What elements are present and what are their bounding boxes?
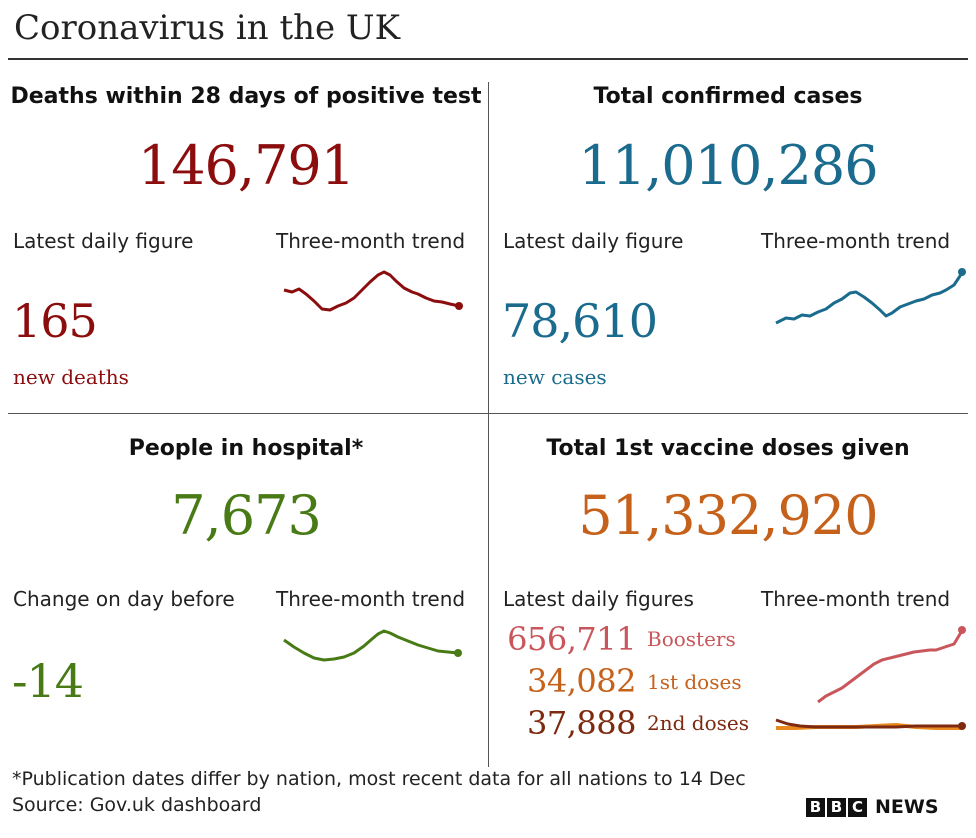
source-text: Source: Gov.uk dashboard xyxy=(12,794,262,816)
deaths-title: Deaths within 28 days of positive test xyxy=(10,84,482,109)
vertical-divider xyxy=(488,82,489,767)
bbc-news-logo: B B C NEWS xyxy=(806,796,939,818)
bbc-logo-letter: B xyxy=(806,797,825,817)
second-doses-trend-endpoint xyxy=(958,722,966,730)
cases-daily-label: Latest daily figure xyxy=(503,229,684,253)
hospital-trend-label: Three-month trend xyxy=(276,587,466,611)
deaths-trend-endpoint xyxy=(455,302,463,310)
first-doses-label: 1st doses xyxy=(647,670,742,694)
hospital-trend-endpoint xyxy=(454,649,462,657)
cases-trend-endpoint xyxy=(958,268,966,276)
vaccines-title: Total 1st vaccine doses given xyxy=(546,436,910,461)
deaths-total: 146,791 xyxy=(137,134,355,197)
deaths-trend-line xyxy=(283,270,460,312)
cases-trend-sparkline xyxy=(775,268,966,325)
vaccines-trend-sparkline xyxy=(775,626,966,730)
boosters-trend-line xyxy=(817,629,964,704)
deaths-daily-label: Latest daily figure xyxy=(13,229,194,253)
cases-title: Total confirmed cases xyxy=(593,84,863,109)
horizontal-divider xyxy=(8,413,968,414)
hospital-trend-sparkline xyxy=(283,629,462,662)
hospital-change-label: Change on day before xyxy=(13,587,235,611)
vaccines-trend-label: Three-month trend xyxy=(761,587,951,611)
boosters-label: Boosters xyxy=(647,627,736,651)
cases-trend-label: Three-month trend xyxy=(761,229,951,253)
vaccines-daily-label: Latest daily figures xyxy=(503,587,694,611)
deaths-trend-label: Three-month trend xyxy=(276,229,466,253)
cases-daily-unit: new cases xyxy=(503,365,607,389)
bbc-logo-letter: B xyxy=(827,797,846,817)
hospital-trend-line xyxy=(283,629,459,662)
footnote: *Publication dates differ by nation, mos… xyxy=(12,768,746,790)
deaths-trend-sparkline xyxy=(283,270,463,312)
second-doses-value: 37,888 xyxy=(527,704,636,742)
second-doses-trend-line xyxy=(775,718,962,729)
boosters-trend-endpoint xyxy=(958,626,966,634)
vaccines-total: 51,332,920 xyxy=(578,484,878,547)
header-rule xyxy=(8,58,968,60)
second-doses-label: 2nd doses xyxy=(647,711,749,735)
cases-total: 11,010,286 xyxy=(578,134,878,197)
cases-trend-line xyxy=(775,271,964,325)
first-doses-value: 34,082 xyxy=(527,662,636,700)
hospital-total: 7,673 xyxy=(171,484,322,547)
boosters-value: 656,711 xyxy=(507,620,636,658)
deaths-daily-unit: new deaths xyxy=(13,365,129,389)
bbc-logo-news: NEWS xyxy=(875,796,939,818)
bbc-logo-letter: C xyxy=(848,797,867,817)
deaths-daily-value: 165 xyxy=(12,294,98,348)
hospital-title: People in hospital* xyxy=(128,436,364,461)
page-title: Coronavirus in the UK xyxy=(14,8,400,48)
cases-daily-value: 78,610 xyxy=(502,294,658,348)
hospital-change-value: -14 xyxy=(12,654,84,708)
